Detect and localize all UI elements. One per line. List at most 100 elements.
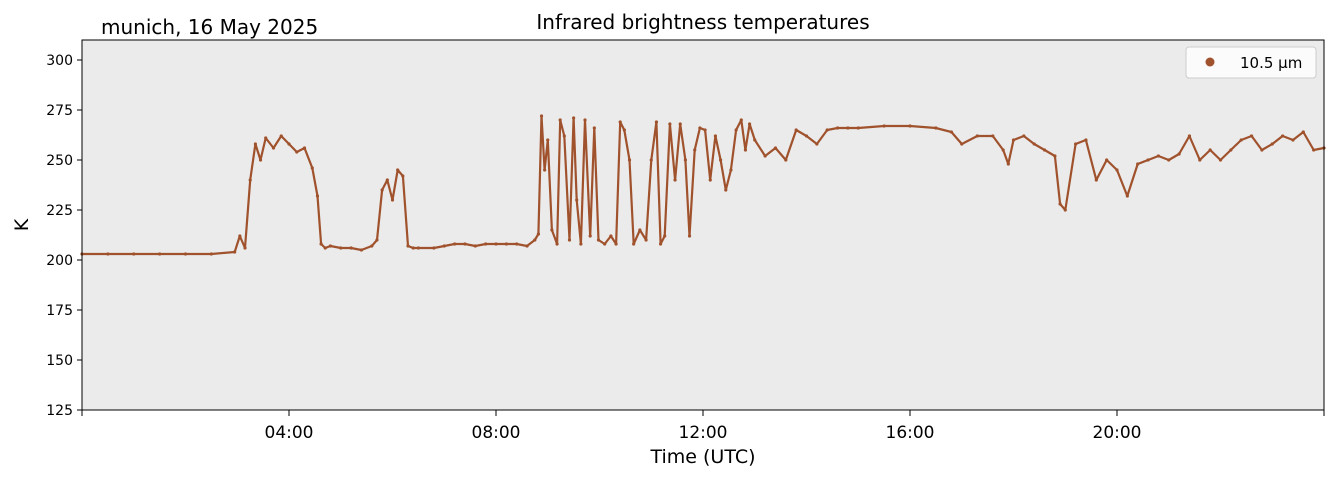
data-point	[243, 246, 247, 250]
data-point	[396, 168, 400, 172]
data-point	[1125, 194, 1129, 198]
data-point	[546, 138, 550, 142]
data-point	[739, 118, 743, 122]
data-point	[258, 158, 263, 162]
data-point	[328, 244, 332, 248]
data-point	[729, 168, 733, 172]
data-point	[536, 232, 541, 236]
data-point	[784, 158, 788, 162]
data-point	[390, 198, 395, 202]
y-tick-label: 250	[46, 153, 73, 169]
data-point	[654, 120, 659, 124]
data-point	[349, 246, 353, 250]
data-point	[385, 178, 389, 182]
data-point	[539, 114, 544, 118]
y-tick-label: 200	[46, 253, 73, 269]
data-point	[1146, 158, 1150, 162]
data-point	[773, 146, 778, 150]
x-axis-label: Time (UTC)	[649, 446, 755, 468]
data-point	[592, 126, 596, 130]
data-point	[1063, 208, 1067, 212]
data-point	[1094, 178, 1098, 182]
data-point	[658, 242, 663, 246]
data-point	[638, 228, 642, 232]
data-point	[406, 244, 410, 248]
data-point	[663, 234, 667, 238]
data-point	[1006, 162, 1010, 166]
data-point	[846, 126, 850, 130]
data-point	[747, 122, 752, 126]
data-point	[279, 134, 283, 138]
data-point	[248, 178, 252, 182]
data-point	[693, 148, 697, 152]
data-point	[233, 250, 237, 254]
data-point	[453, 242, 457, 246]
data-point	[1187, 134, 1192, 138]
data-point	[579, 242, 583, 246]
data-point	[1115, 168, 1119, 172]
data-point	[687, 234, 692, 238]
x-tick-label: 12:00	[679, 423, 728, 443]
data-point	[609, 234, 613, 238]
data-point	[1291, 138, 1295, 142]
data-point	[550, 228, 554, 232]
data-point	[264, 136, 268, 140]
data-point	[753, 138, 757, 142]
data-point	[442, 244, 446, 248]
data-point	[271, 146, 276, 150]
data-point	[319, 242, 323, 246]
data-point	[1058, 202, 1062, 206]
data-point	[315, 194, 320, 198]
data-point	[323, 246, 327, 250]
data-point	[567, 238, 572, 242]
plot-area	[82, 40, 1324, 410]
data-point	[1260, 148, 1264, 152]
data-point	[949, 130, 954, 134]
data-point	[668, 122, 672, 126]
data-point	[1198, 158, 1202, 162]
data-point	[882, 124, 886, 128]
legend: 10.5 µm	[1185, 46, 1317, 79]
legend-box	[1185, 46, 1317, 79]
data-point	[555, 242, 559, 246]
data-point	[622, 128, 626, 132]
data-point	[106, 252, 110, 256]
data-point	[627, 158, 632, 162]
data-point	[375, 238, 379, 242]
data-point	[856, 126, 860, 130]
legend-label: 10.5 µm	[1240, 54, 1302, 72]
data-point	[494, 242, 498, 246]
data-point	[1249, 134, 1254, 138]
data-point	[432, 246, 436, 250]
data-point	[562, 134, 566, 138]
data-point	[380, 188, 384, 192]
data-point	[558, 118, 562, 122]
y-tick-label: 125	[46, 403, 73, 419]
data-point	[718, 158, 723, 162]
data-point	[302, 146, 307, 150]
data-point	[1042, 148, 1047, 152]
data-point	[603, 242, 607, 246]
data-point	[473, 244, 477, 248]
data-point	[804, 134, 809, 138]
data-point	[743, 148, 748, 152]
data-point	[763, 154, 767, 158]
x-tick-label: 20:00	[1093, 423, 1142, 443]
data-point	[158, 252, 162, 256]
data-point	[463, 242, 467, 246]
data-point	[1022, 134, 1026, 138]
y-axis-label: K	[11, 218, 33, 231]
data-point	[515, 242, 519, 246]
data-point	[504, 242, 508, 246]
data-point	[209, 252, 213, 256]
location-date-label: munich, 16 May 2025	[101, 15, 318, 39]
data-point	[632, 242, 636, 246]
x-tick-label: 04:00	[265, 423, 314, 443]
y-axis-ticks: 125 150 175 200 225 250 275 300	[46, 53, 82, 419]
data-point	[724, 188, 728, 192]
data-point	[991, 134, 995, 138]
data-point	[794, 128, 798, 132]
data-point	[1167, 158, 1171, 162]
data-point	[1229, 148, 1233, 152]
